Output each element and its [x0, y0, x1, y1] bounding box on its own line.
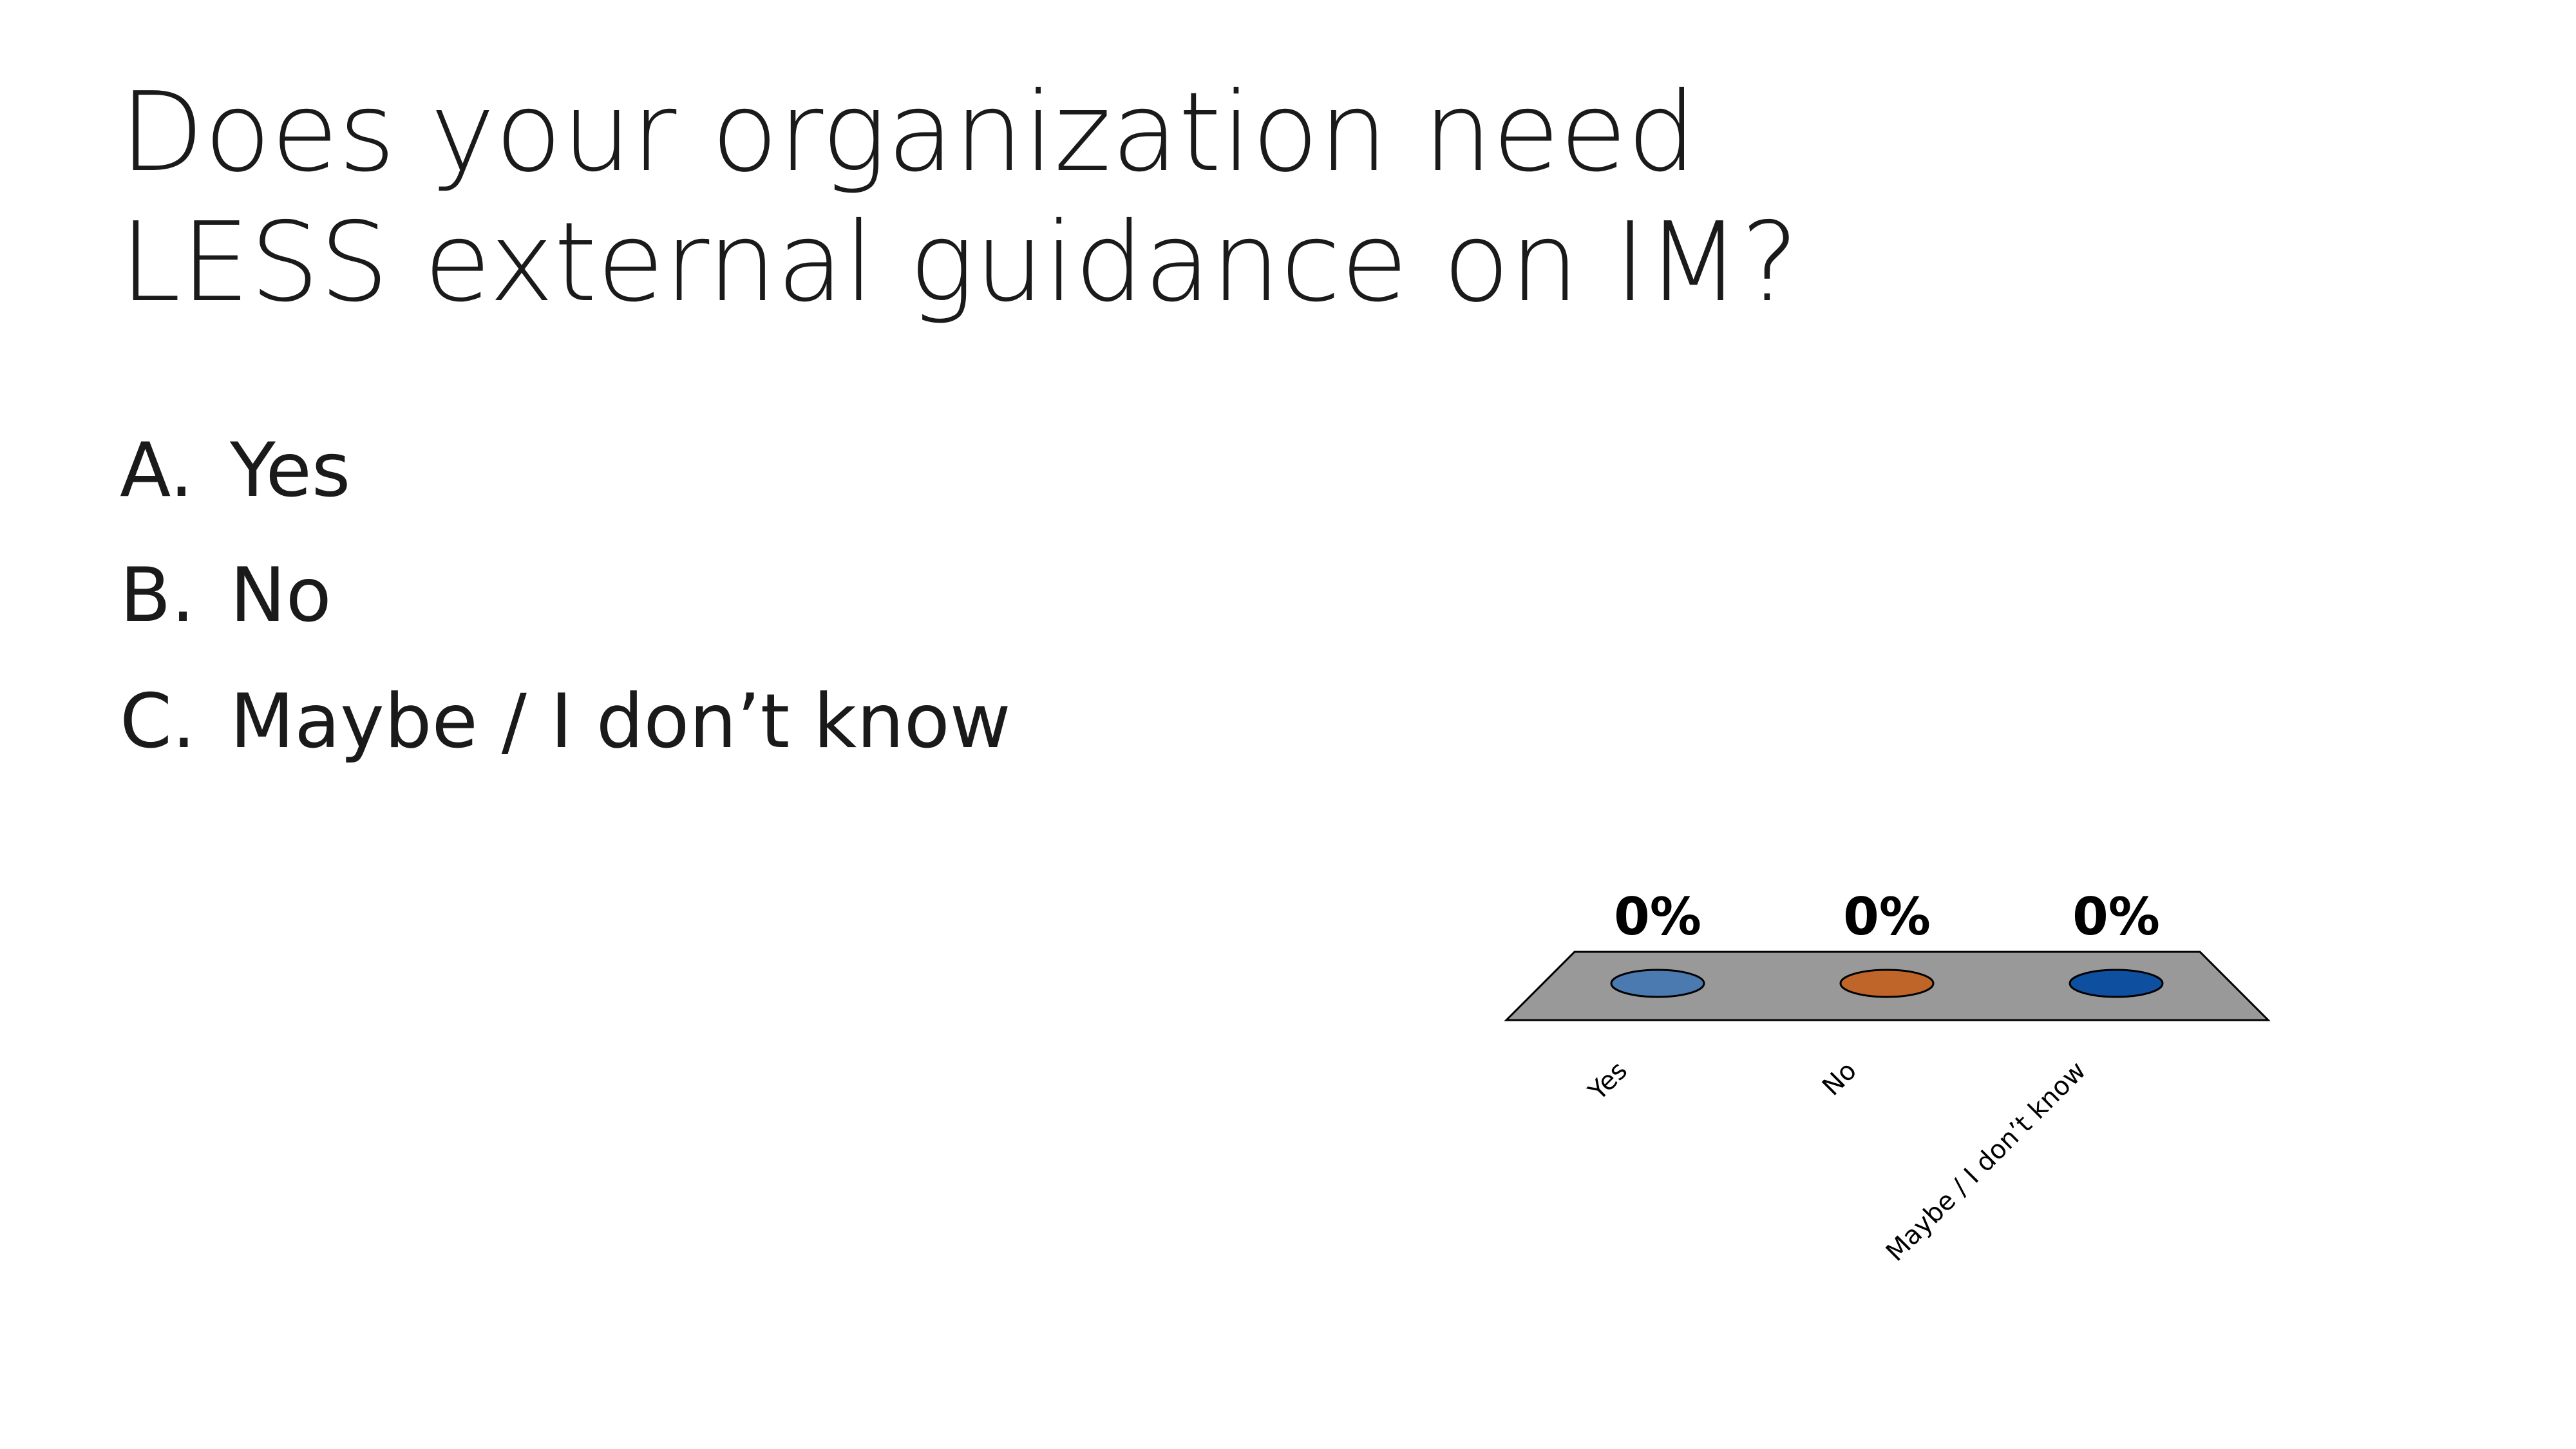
value-label: 0% [1843, 887, 1931, 947]
option-text: Yes [229, 427, 350, 514]
option-letter: A. [120, 427, 193, 514]
slide-title: LESS external guidance on IM? [120, 199, 1799, 327]
option-letter: B. [120, 552, 194, 639]
category-label: Yes [1582, 1056, 1633, 1107]
value-label: 0% [2072, 887, 2160, 947]
category-label: Maybe / I don’t know [1880, 1056, 2092, 1267]
bar-top [2069, 969, 2164, 998]
value-label: 0% [1614, 887, 1701, 947]
category-label: No [1817, 1056, 1862, 1102]
bar-top [1610, 969, 1705, 998]
option-letter: C. [120, 678, 196, 765]
option-text: Maybe / I don’t know [230, 678, 1011, 765]
bar-top [1839, 969, 1935, 998]
option-text: No [230, 552, 332, 639]
slide-title: Does your organization need [120, 69, 1696, 196]
